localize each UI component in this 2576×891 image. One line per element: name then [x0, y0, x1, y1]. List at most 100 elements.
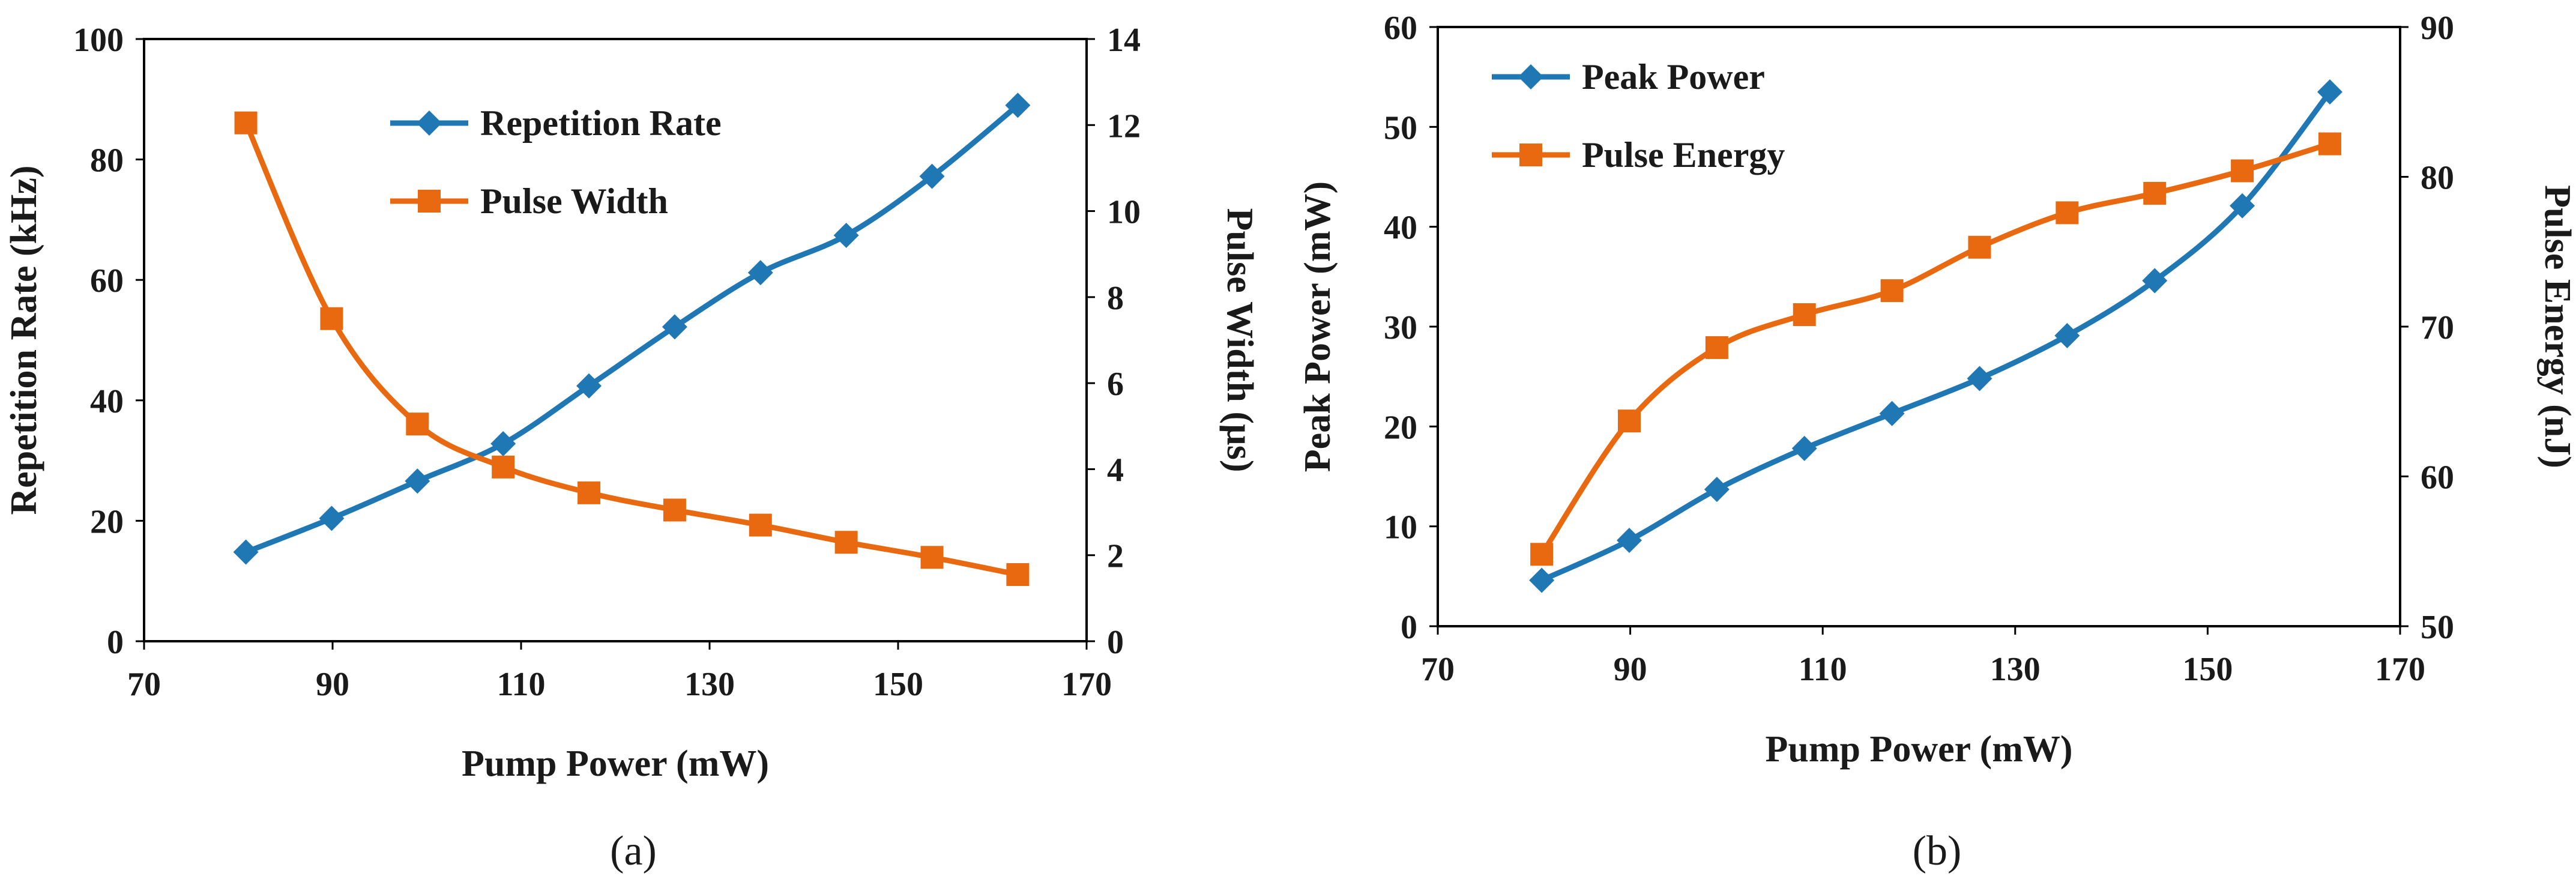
- data-point-marker: [1529, 567, 1555, 593]
- series-peak-power: [1529, 79, 2342, 593]
- y-tick-label: 20: [90, 503, 124, 540]
- data-point-marker: [2317, 79, 2342, 105]
- x-tick-label: 130: [684, 666, 735, 703]
- data-point-marker: [1705, 336, 1728, 359]
- y2-tick-label: 80: [2421, 160, 2454, 197]
- y-tick-label: 40: [1384, 210, 1417, 247]
- data-point-marker: [1005, 92, 1031, 118]
- plot-area-frame: [1437, 26, 2401, 627]
- y-tick-label: 100: [73, 22, 124, 59]
- data-point-marker: [1880, 279, 1904, 303]
- data-point-marker: [1616, 527, 1642, 553]
- x-tick-label: 90: [316, 666, 349, 703]
- y2-tick-label: 8: [1107, 280, 1124, 317]
- data-point-marker: [747, 260, 773, 286]
- data-point-marker: [920, 546, 944, 569]
- legend-label: Pulse Energy: [1582, 135, 1785, 175]
- data-point-marker: [234, 111, 258, 134]
- data-point-marker: [1006, 563, 1030, 586]
- data-point-marker: [2231, 159, 2254, 183]
- data-point-marker: [406, 412, 429, 436]
- x-tick-label: 150: [873, 666, 923, 703]
- data-point-marker: [2143, 181, 2167, 205]
- data-point-marker: [1704, 477, 1730, 503]
- y-axis-label: Repetition Rate (kHz): [4, 166, 44, 515]
- y2-tick-label: 70: [2421, 309, 2454, 346]
- y-tick-label: 80: [90, 142, 124, 180]
- chart-panel-b: 70 90 110 130 150 170 0 10 20 30 40 50 60 50 60 70 80 90 P…: [1297, 10, 2576, 874]
- y2-tick-label: 14: [1107, 22, 1141, 59]
- x-tick-label: 70: [127, 666, 161, 703]
- y2-axis-label: Pulse Energy (nJ): [2537, 185, 2576, 468]
- y-tick-label: 50: [1384, 109, 1417, 146]
- data-point-marker: [2054, 322, 2080, 348]
- data-point-marker: [576, 373, 602, 399]
- legend-label: Peak Power: [1582, 57, 1765, 97]
- data-point-marker: [662, 314, 687, 340]
- x-tick-label: 130: [1990, 651, 2041, 688]
- data-point-marker: [320, 307, 343, 330]
- series-pulse-energy: [1530, 132, 2341, 566]
- series-line: [244, 103, 1020, 555]
- data-point-marker: [490, 431, 516, 457]
- y-tick-label: 30: [1384, 309, 1417, 346]
- y-tick-label: 60: [90, 262, 124, 300]
- data-point-marker: [1791, 435, 1817, 461]
- y2-tick-label: 6: [1107, 366, 1124, 403]
- y-tick-label: 0: [1401, 609, 1417, 646]
- y-axis-label: Peak Power (mW): [1297, 181, 1338, 472]
- data-point-marker: [233, 539, 259, 565]
- y2-tick-label: 0: [1107, 624, 1124, 661]
- y-tick-label: 0: [107, 624, 124, 661]
- data-point-marker: [578, 481, 601, 504]
- x-axis-label: Pump Power (mW): [462, 743, 769, 784]
- y2-axis-label: Pulse Width (µs): [1219, 208, 1260, 473]
- x-tick-label: 70: [1421, 651, 1455, 688]
- legend-label: Pulse Width: [480, 181, 668, 221]
- legend-swatch-marker: [1518, 64, 1543, 89]
- x-tick-label: 170: [2375, 651, 2425, 688]
- data-point-marker: [1530, 543, 1554, 566]
- y-tick-label: 60: [1384, 10, 1417, 47]
- y2-tick-label: 60: [2421, 459, 2454, 497]
- data-point-marker: [2230, 193, 2255, 219]
- panel-label: (b): [1913, 828, 1962, 874]
- y-tick-label: 20: [1384, 409, 1417, 446]
- y2-tick-label: 50: [2421, 609, 2454, 646]
- data-point-marker: [2056, 201, 2079, 225]
- y-tick-label: 10: [1384, 509, 1417, 546]
- x-axis-label: Pump Power (mW): [1766, 729, 2073, 770]
- series-line: [1540, 90, 2332, 583]
- plot-area-frame: [143, 38, 1088, 642]
- data-point-marker: [663, 498, 686, 522]
- y2-tick-label: 4: [1107, 452, 1124, 489]
- series-pulse-width: [234, 111, 1030, 586]
- x-tick-label: 150: [2182, 651, 2233, 688]
- data-point-marker: [833, 222, 859, 248]
- legend-swatch-marker: [418, 190, 441, 213]
- y2-tick-label: 2: [1107, 538, 1124, 575]
- data-point-marker: [1967, 366, 1992, 391]
- data-point-marker: [319, 506, 345, 531]
- panel-label: (a): [610, 828, 657, 874]
- y2-tick-label: 10: [1107, 194, 1141, 231]
- legend-swatch-marker: [1519, 143, 1542, 166]
- y2-tick-label: 12: [1107, 107, 1141, 145]
- data-point-marker: [1879, 400, 1905, 426]
- series-line: [1539, 141, 2331, 556]
- series-repetition-rate: [233, 92, 1031, 565]
- data-point-marker: [2142, 268, 2168, 294]
- data-point-marker: [834, 531, 858, 554]
- legend-swatch-marker: [417, 110, 442, 136]
- x-tick-label: 110: [497, 666, 546, 703]
- data-point-marker: [1617, 409, 1641, 433]
- data-point-marker: [492, 455, 515, 479]
- y-tick-label: 40: [90, 383, 124, 420]
- data-point-marker: [749, 513, 772, 537]
- data-point-marker: [2318, 132, 2341, 156]
- y2-tick-label: 90: [2421, 10, 2454, 47]
- x-tick-label: 110: [1799, 651, 1847, 688]
- series-line: [243, 121, 1019, 578]
- data-point-marker: [919, 163, 945, 189]
